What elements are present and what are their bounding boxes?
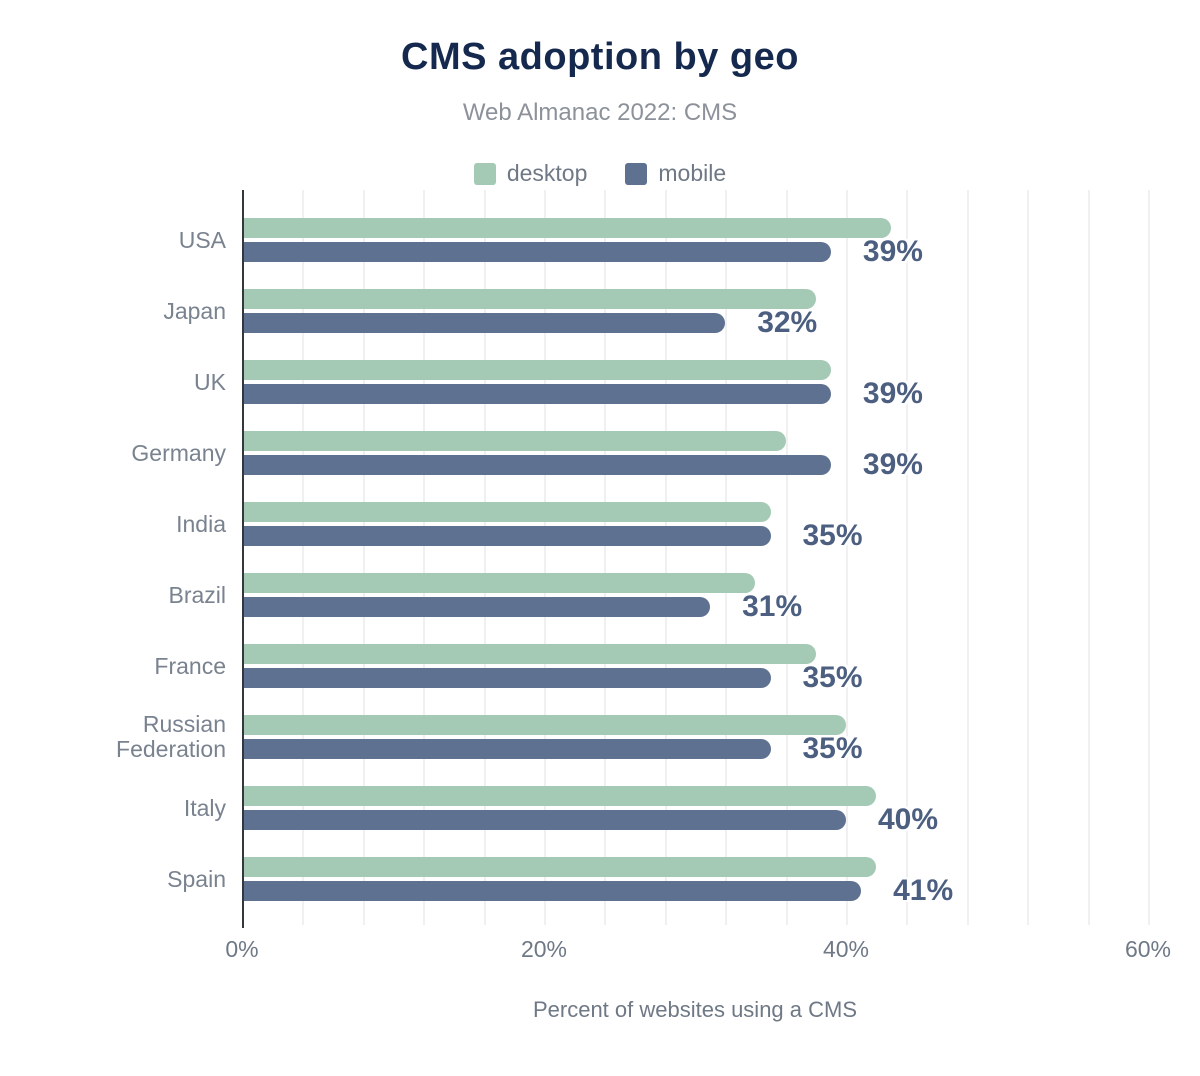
category-label: Spain: [167, 865, 226, 892]
mobile-bar[interactable]: [244, 384, 831, 404]
mobile-bar[interactable]: [244, 597, 711, 617]
gridline: [423, 190, 426, 925]
gridline: [604, 190, 607, 925]
value-label: 35%: [802, 661, 863, 694]
legend-swatch-desktop: [473, 162, 496, 185]
mobile-bar[interactable]: [244, 881, 862, 901]
mobile-bar[interactable]: [244, 739, 771, 759]
x-tick-label: 60%: [1124, 936, 1172, 962]
chart-title: CMS adoption by geo: [401, 36, 799, 78]
mobile-bar[interactable]: [244, 668, 771, 688]
gridline: [725, 190, 728, 925]
x-axis-title: Percent of websites using a CMS: [532, 997, 858, 1022]
value-label: 41%: [893, 874, 954, 907]
gridline: [785, 190, 788, 925]
gridline: [906, 190, 909, 925]
category-label: USA: [178, 226, 226, 253]
legend-item-desktop: desktop: [473, 160, 588, 187]
legend: desktop mobile: [0, 160, 1200, 187]
legend-label: desktop: [506, 160, 588, 186]
desktop-bar[interactable]: [244, 786, 877, 806]
y-axis-line: [242, 190, 244, 928]
desktop-bar[interactable]: [244, 289, 816, 309]
desktop-bar[interactable]: [244, 573, 756, 593]
gridline: [544, 190, 546, 925]
gridline: [362, 190, 365, 925]
gridline: [302, 190, 305, 925]
x-tick-label: 40%: [822, 936, 870, 962]
desktop-bar[interactable]: [244, 431, 786, 451]
gridline: [846, 190, 848, 925]
value-label: 31%: [742, 590, 803, 623]
value-label: 39%: [862, 377, 923, 410]
category-label: France: [154, 652, 226, 679]
chart-subtitle: Web Almanac 2022: CMS: [462, 99, 738, 126]
value-label: 40%: [878, 803, 939, 836]
legend-item-mobile: mobile: [625, 160, 726, 187]
value-label: 35%: [802, 519, 863, 552]
x-tick-label: 0%: [225, 936, 259, 962]
legend-label: mobile: [658, 160, 727, 186]
category-label: UK: [194, 368, 226, 395]
desktop-bar[interactable]: [244, 360, 831, 380]
mobile-bar[interactable]: [244, 242, 831, 262]
value-label: 39%: [862, 235, 923, 268]
legend-swatch-mobile: [625, 162, 648, 185]
gridline: [1027, 190, 1030, 925]
desktop-bar[interactable]: [244, 644, 816, 664]
value-label: 39%: [862, 448, 923, 481]
gridline: [664, 190, 667, 925]
value-label: 32%: [757, 306, 818, 339]
desktop-bar[interactable]: [244, 715, 846, 735]
category-label: Germany: [131, 439, 226, 466]
gridline: [1148, 190, 1150, 925]
gridline: [483, 190, 486, 925]
gridline: [1087, 190, 1090, 925]
category-label: Italy: [183, 794, 226, 821]
mobile-bar[interactable]: [244, 526, 771, 546]
desktop-bar[interactable]: [244, 857, 877, 877]
desktop-bar[interactable]: [244, 502, 771, 522]
category-label: Brazil: [168, 581, 226, 608]
category-label: India: [176, 510, 226, 537]
gridline: [966, 190, 969, 925]
category-label: Japan: [163, 297, 226, 324]
mobile-bar[interactable]: [244, 313, 726, 333]
desktop-bar[interactable]: [244, 218, 892, 238]
value-label: 35%: [802, 732, 863, 765]
mobile-bar[interactable]: [244, 810, 846, 830]
mobile-bar[interactable]: [244, 455, 831, 475]
category-label: Russian Federation: [116, 711, 226, 762]
x-tick-label: 20%: [520, 936, 568, 962]
